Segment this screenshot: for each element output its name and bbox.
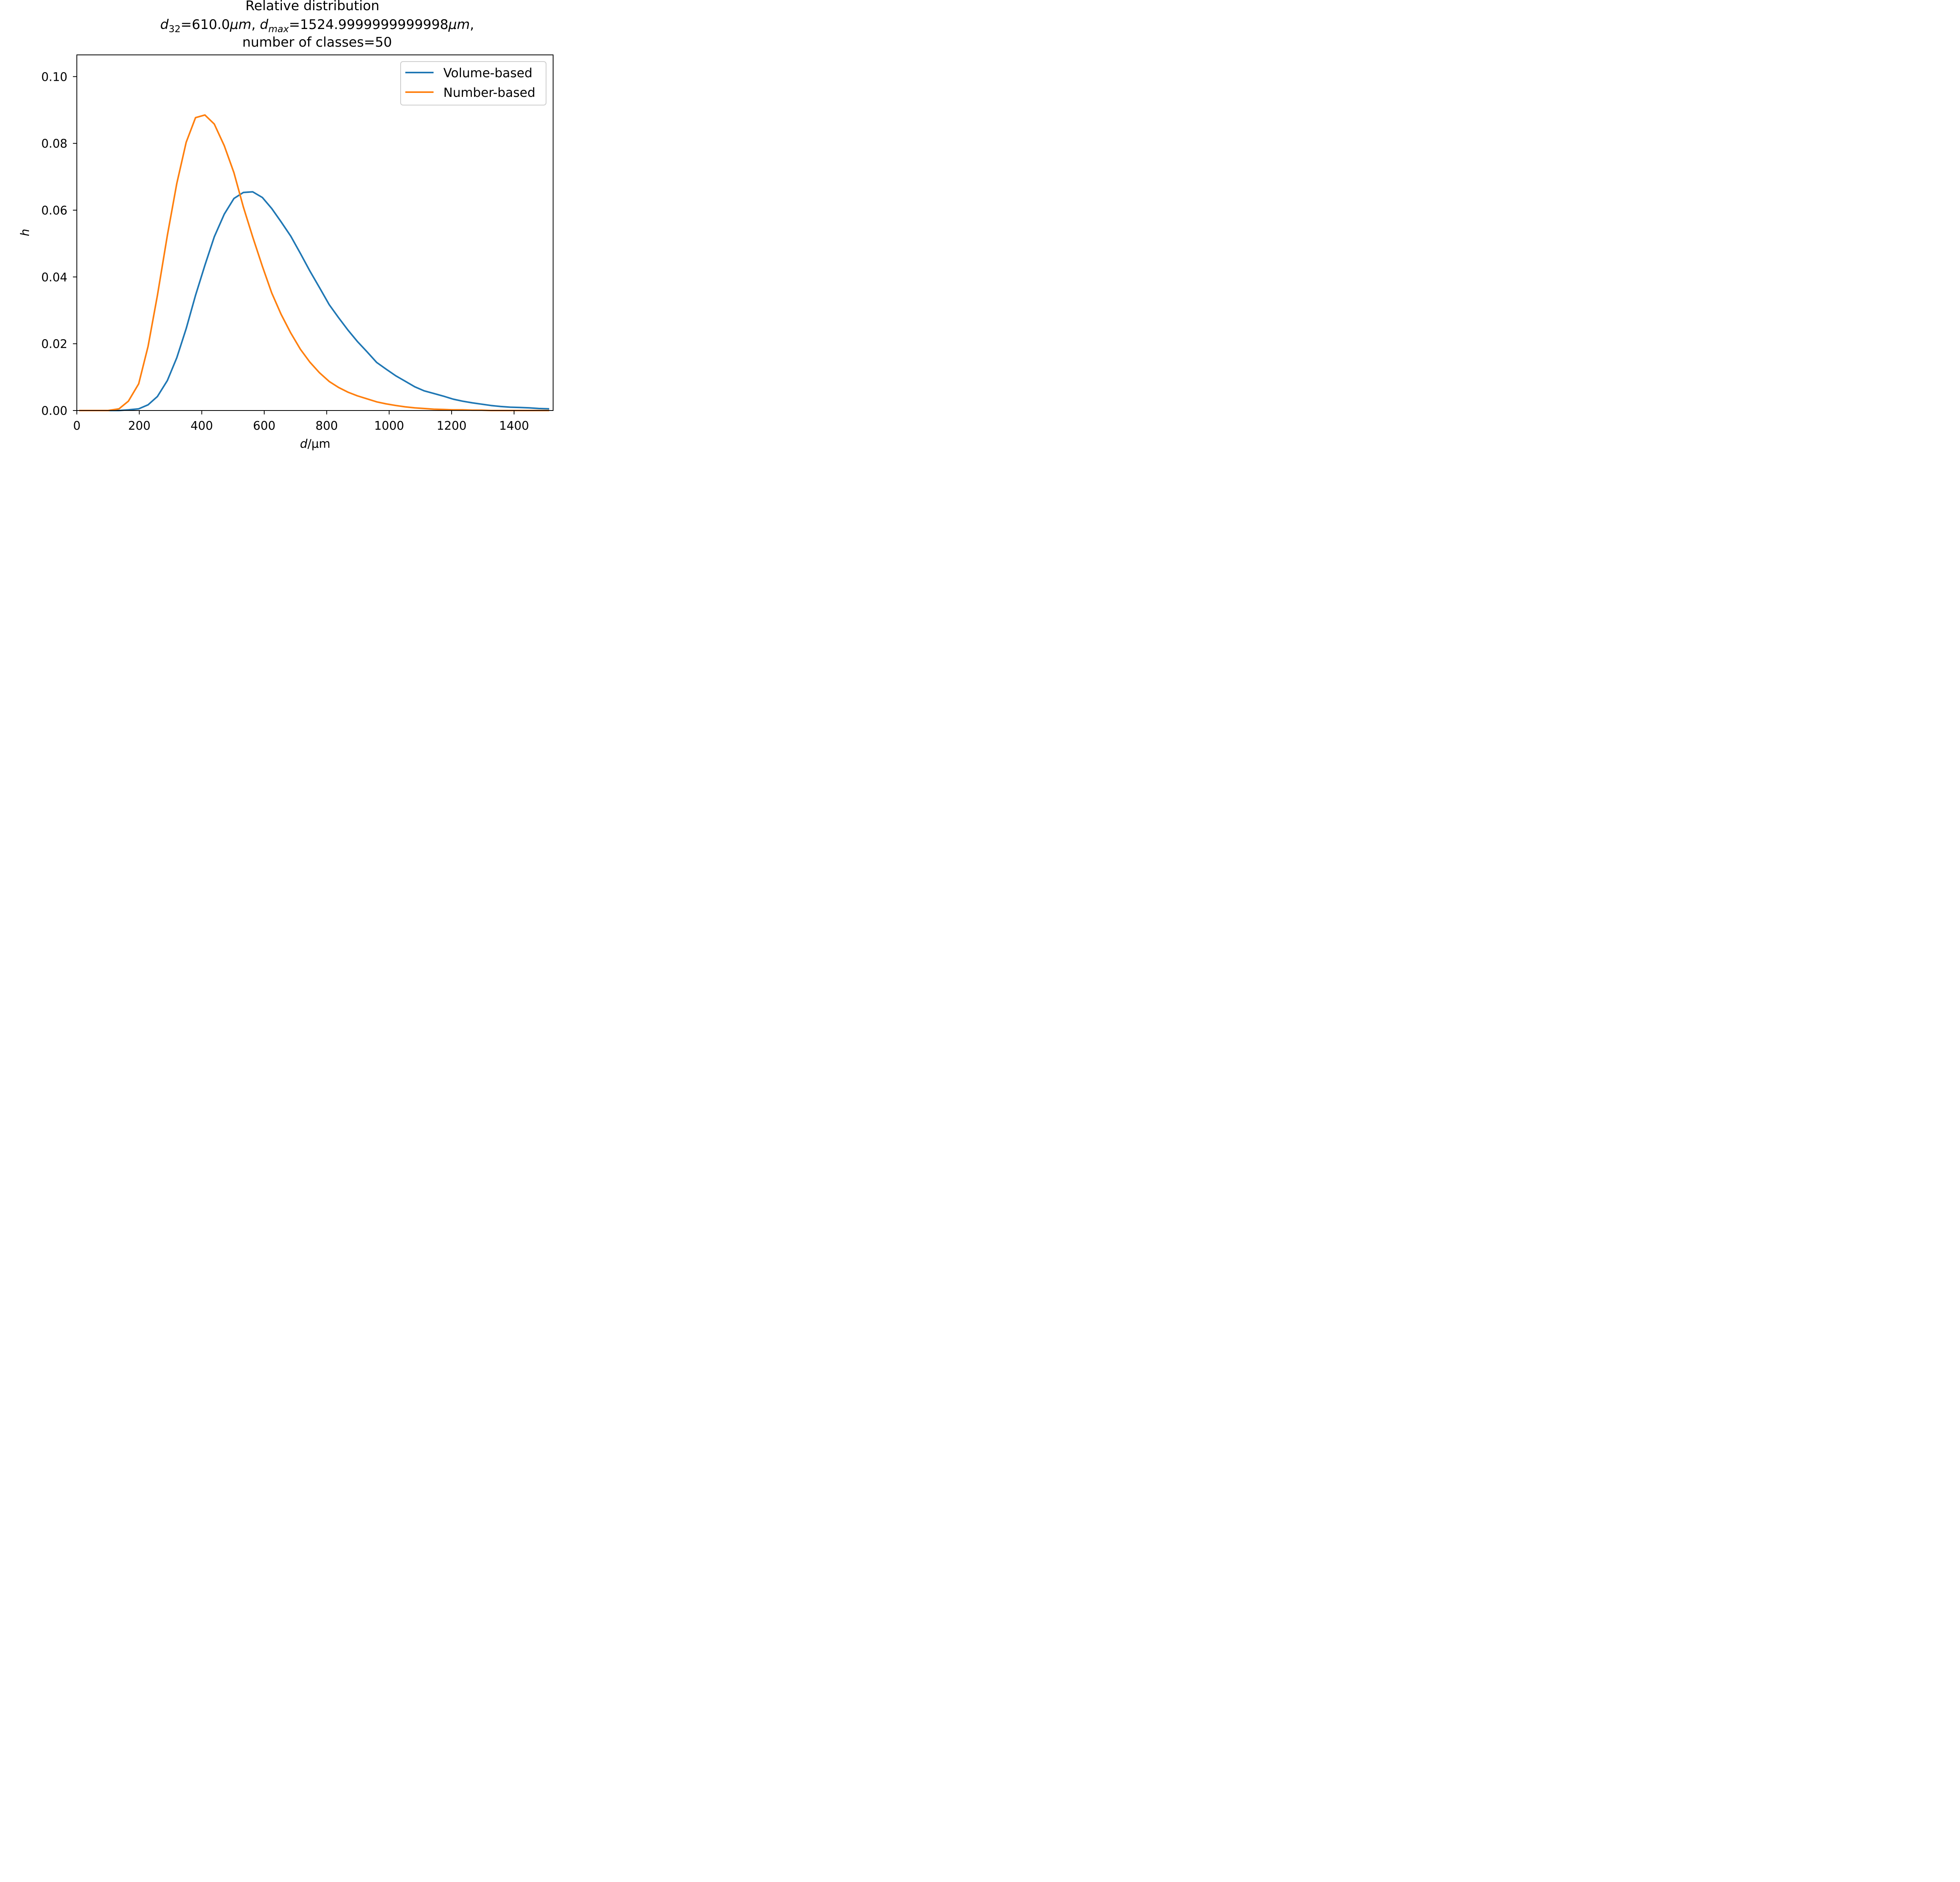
plot-area: 0 200 400 600 800 1000 1200 1400 0.000.020.040.…	[41, 54, 554, 433]
title-d32-value: =610.0	[181, 17, 230, 33]
x-tick-label: 0	[73, 419, 80, 433]
y-tick-label: 0.00	[41, 404, 67, 418]
y-tick-label: 0.10	[41, 70, 67, 84]
title-d32-symbol: d	[160, 17, 169, 33]
title-line-2: d32=610.0μm, dmax=1524.9999999999998μm,	[160, 17, 474, 35]
title-line-2-end: ,	[470, 17, 474, 33]
title-d32-subscript: 32	[169, 24, 181, 35]
plot-frame	[76, 54, 554, 411]
title-unit-1: μm	[230, 17, 252, 33]
x-tick-label: 1200	[437, 419, 466, 433]
title-line-1: Relative distribution	[245, 0, 379, 14]
chart: Relative distribution d32=610.0μm, dmax=…	[0, 0, 606, 455]
series-line-volume-based	[79, 191, 550, 411]
x-tick-label: 800	[316, 419, 338, 433]
legend-label-volume-based: Volume-based	[443, 65, 532, 80]
title-dmax-value: =1524.9999999999998	[289, 17, 448, 33]
legend: Volume-based Number-based	[400, 61, 546, 105]
y-tick-label: 0.02	[41, 338, 67, 351]
title-line-3: number of classes=50	[242, 35, 392, 50]
series-layer	[79, 114, 550, 411]
chart-title: Relative distribution d32=610.0μm, dmax=…	[160, 0, 474, 50]
x-tick-label: 1400	[499, 419, 529, 433]
x-axis-label-unit: /μm	[307, 437, 330, 451]
title-unit-2: μm	[448, 17, 470, 33]
x-axis-label-symbol: d	[300, 437, 308, 451]
x-tick-label: 600	[253, 419, 275, 433]
x-tick-label: 200	[128, 419, 151, 433]
series-line-number-based	[79, 114, 549, 411]
y-axis-ticks: 0.00 0.02 0.04 0.06 0.08 0.10	[41, 70, 77, 418]
legend-label-number-based: Number-based	[443, 85, 535, 100]
x-tick-label: 1000	[374, 419, 404, 433]
x-tick-label: 400	[191, 419, 213, 433]
y-tick-label: 0.04	[41, 271, 67, 284]
x-axis-label: d/μm	[300, 437, 330, 451]
legend-box	[400, 61, 546, 105]
y-tick-label: 0.06	[41, 204, 67, 218]
title-separator: ,	[251, 17, 260, 33]
x-axis-ticks: 0 200 400 600 800 1000 1200 1400	[73, 411, 529, 433]
y-tick-label: 0.08	[41, 137, 67, 151]
title-dmax-subscript: max	[269, 24, 289, 35]
title-dmax-symbol: d	[260, 17, 269, 33]
y-axis-label: h	[18, 229, 32, 236]
